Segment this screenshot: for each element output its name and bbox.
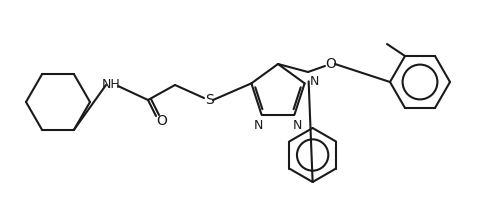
Text: NH: NH <box>101 77 120 91</box>
Text: N: N <box>254 119 263 132</box>
Text: N: N <box>310 75 319 88</box>
Text: O: O <box>156 114 167 128</box>
Text: N: N <box>293 119 302 132</box>
Text: O: O <box>326 57 337 71</box>
Text: S: S <box>204 93 213 107</box>
